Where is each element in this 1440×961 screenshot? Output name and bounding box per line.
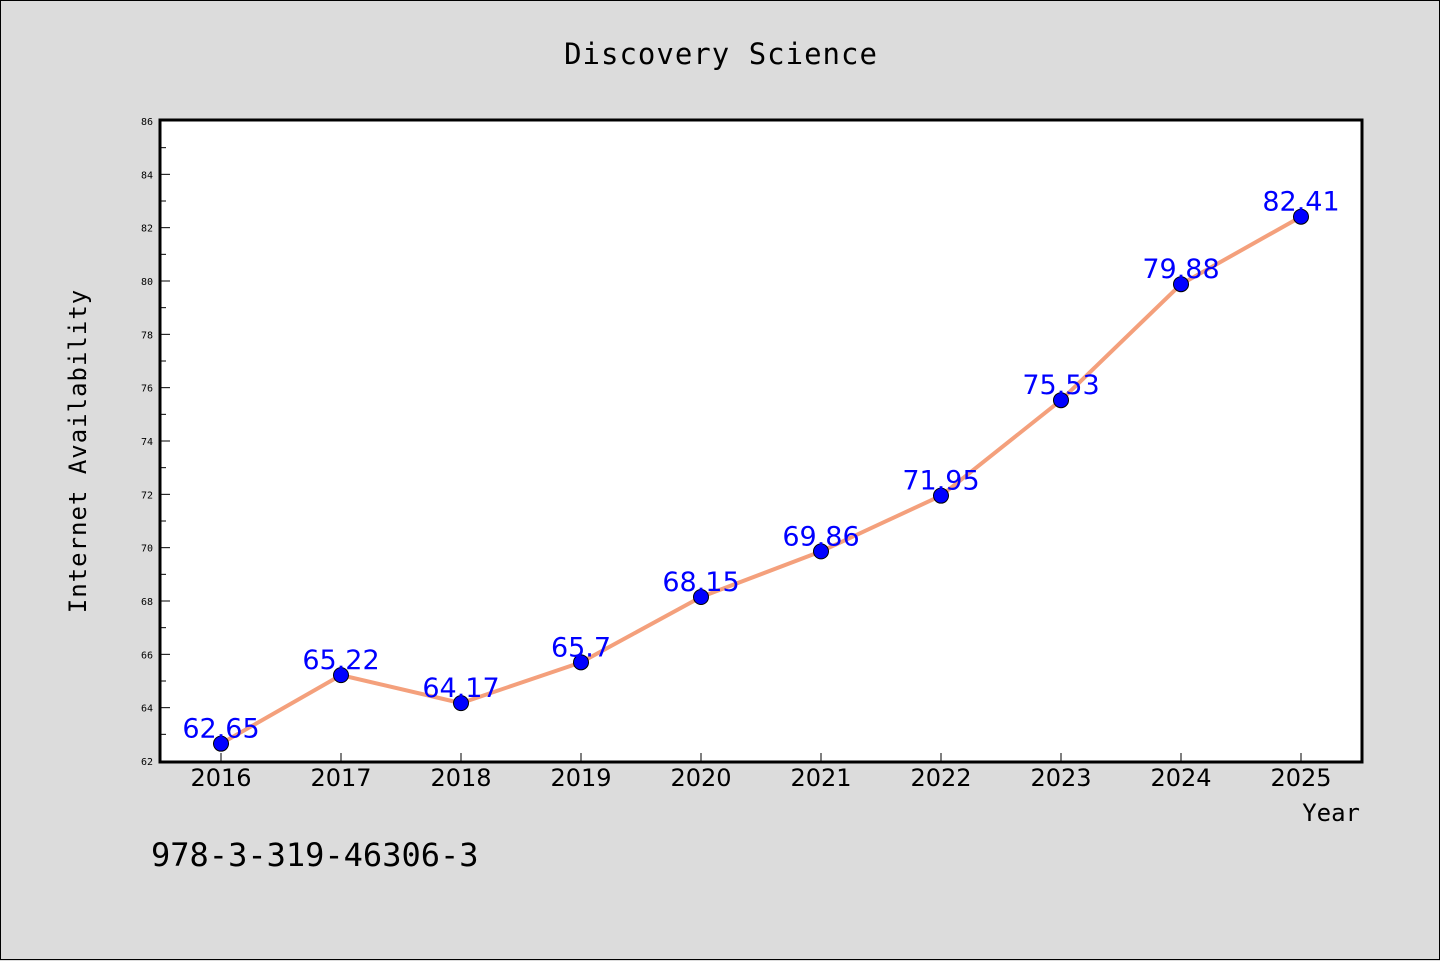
y-axis: 62 64 66 68 70 72 74 76 78 80 82 84 86 [141, 117, 170, 768]
data-label: 75.53 [1022, 370, 1099, 401]
data-label: 64.17 [422, 673, 499, 704]
data-label: 68.15 [662, 567, 739, 598]
data-label: 65.22 [302, 645, 379, 676]
x-tick-label: 2023 [1030, 764, 1091, 792]
isbn-annotation: 978-3-319-46306-3 [151, 836, 479, 874]
y-tick-label: 84 [141, 170, 153, 181]
data-label: 69.86 [782, 521, 859, 552]
y-tick-label: 76 [141, 384, 153, 395]
y-axis-label: Internet Availability [64, 289, 92, 613]
data-labels: 62.65 65.22 64.17 65.7 68.15 69.86 71.95 75.53 7… [182, 187, 1339, 745]
data-label: 62.65 [182, 714, 259, 745]
y-tick-label: 66 [141, 650, 153, 661]
data-point [813, 543, 829, 560]
x-tick-label: 2025 [1270, 764, 1331, 792]
data-point [213, 735, 229, 752]
data-label: 65.7 [551, 632, 611, 663]
y-tick-label: 68 [141, 597, 153, 608]
data-point [1293, 208, 1309, 225]
y-tick-label: 72 [141, 490, 153, 501]
x-tick-label: 2022 [910, 764, 971, 792]
data-point [933, 487, 949, 504]
data-point [1053, 392, 1069, 409]
y-tick-label: 82 [141, 224, 153, 235]
chart-title: Discovery Science [564, 37, 878, 71]
series-line [220, 214, 1302, 746]
y-tick-label: 74 [141, 437, 153, 448]
data-label: 79.88 [1142, 254, 1219, 285]
x-axis-label: Year [1302, 799, 1360, 827]
data-point [333, 667, 349, 684]
x-tick-label: 2020 [670, 764, 731, 792]
data-label: 82.41 [1262, 187, 1339, 218]
y-tick-label: 80 [141, 277, 153, 288]
plot-area [158, 118, 1364, 764]
data-point [1173, 276, 1189, 293]
x-tick-label: 2017 [310, 764, 371, 792]
y-tick-label: 64 [141, 704, 153, 715]
x-tick-label: 2018 [430, 764, 491, 792]
data-point [693, 589, 709, 605]
x-tick-label: 2021 [790, 764, 851, 792]
y-tick-label: 78 [141, 330, 153, 341]
x-tick-label: 2024 [1150, 764, 1211, 792]
y-tick-label: 62 [141, 757, 153, 768]
data-point [573, 654, 589, 671]
y-tick-label: 70 [141, 544, 153, 555]
data-point [453, 695, 469, 712]
x-tick-label: 2019 [550, 764, 611, 792]
y-tick-label: 86 [141, 117, 153, 128]
x-axis: 2016 2017 2018 2019 2020 2021 2022 2023 2024 2025 [190, 753, 1332, 792]
data-markers [213, 208, 1309, 752]
data-label: 71.95 [902, 466, 979, 497]
x-tick-label: 2016 [190, 764, 251, 792]
